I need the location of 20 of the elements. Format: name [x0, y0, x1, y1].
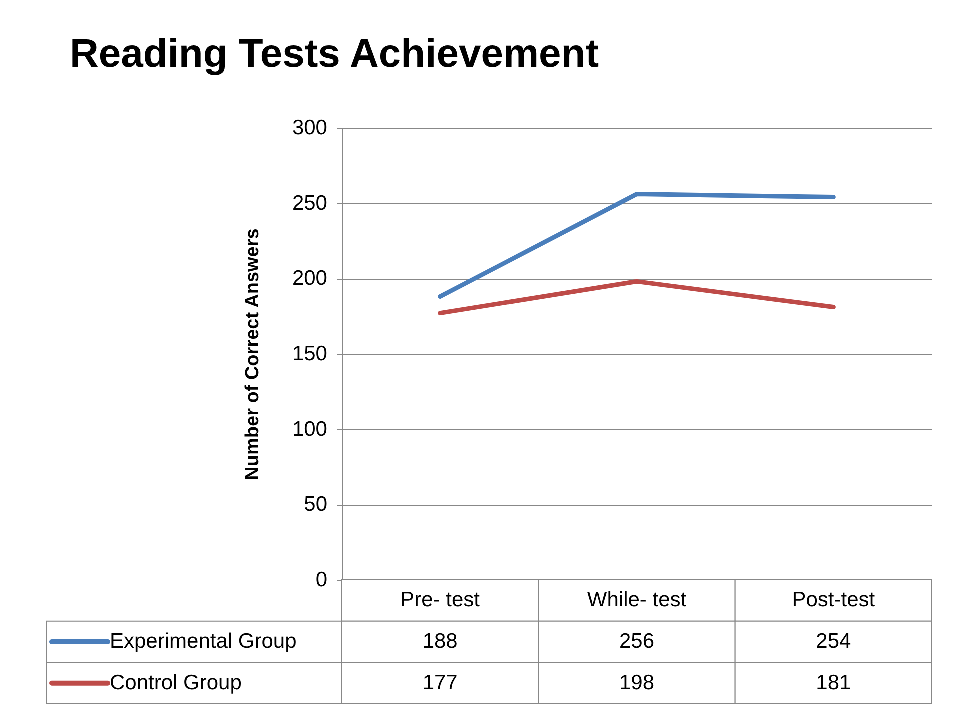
data-label: 181: [816, 671, 852, 694]
x-tick-label: While- test: [587, 588, 687, 612]
data-label: 254: [816, 630, 852, 653]
legend-label: Control Group: [110, 671, 242, 694]
y-tick-label: 250: [292, 192, 328, 215]
y-tick-label: 0: [316, 568, 328, 592]
legend-label: Experimental Group: [110, 630, 297, 653]
data-label: 256: [619, 630, 655, 653]
x-tick-label: Pre- test: [400, 588, 480, 612]
data-label: 188: [422, 630, 458, 653]
y-tick-label: 150: [292, 342, 328, 366]
y-tick-label: 50: [304, 493, 328, 516]
chart-title: Reading Tests Achievement: [70, 32, 600, 76]
y-tick-label: 300: [292, 116, 328, 140]
y-tick-label: 100: [292, 418, 328, 441]
data-label: 177: [422, 671, 458, 694]
x-tick-label: Post-test: [792, 588, 876, 612]
y-tick-label: 200: [292, 267, 328, 290]
y-axis-title: Number of Correct Answers: [242, 228, 264, 480]
data-label: 198: [619, 671, 655, 694]
